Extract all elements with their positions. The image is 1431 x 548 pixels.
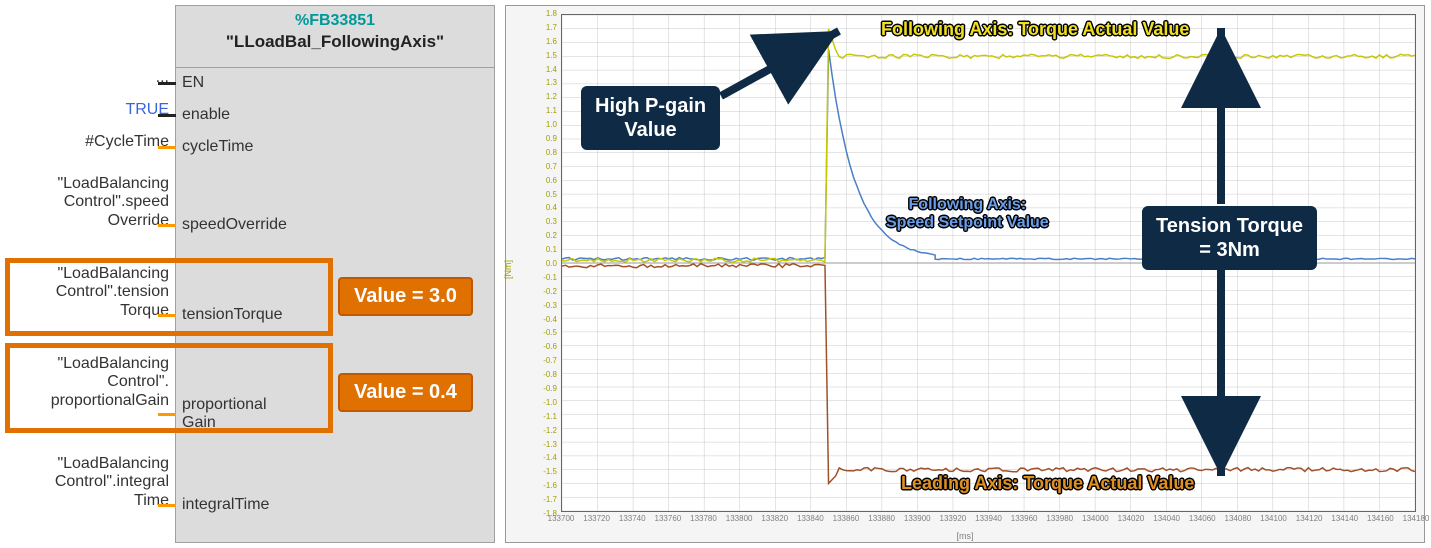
y-tick: 1.3 [546,79,557,87]
fb-header: %FB33851 "LLoadBal_FollowingAxis" [176,6,494,68]
y-tick: 0.7 [546,163,557,171]
x-tick: 133740 [619,514,646,523]
value-badge-0: Value = 3.0 [338,277,473,316]
y-tick: 0.5 [546,191,557,199]
x-tick: 133980 [1046,514,1073,523]
x-tick: 133880 [868,514,895,523]
y-tick: 0.6 [546,177,557,185]
y-tick: -1.7 [543,496,557,504]
y-tick: -0.7 [543,357,557,365]
fb-port-6: integralTime [176,496,269,514]
y-tick: 1.4 [546,66,557,74]
y-tick: -0.5 [543,329,557,337]
y-tick: 0.9 [546,135,557,143]
highlight-box-0 [5,258,333,336]
y-tick: -0.1 [543,274,557,282]
fb-port-label: speedOverride [182,216,287,234]
x-tick: 133860 [833,514,860,523]
y-tick: 1.1 [546,107,557,115]
value-badge-1: Value = 0.4 [338,373,473,412]
x-ticks: 1337001337201337401337601337801338001338… [561,514,1416,532]
fb-name: "LLoadBal_FollowingAxis" [176,32,494,52]
oscilloscope-panel: [Nm] -1.8-1.7-1.6-1.5-1.4-1.3-1.2-1.1-1.… [505,5,1425,543]
fb-port-label: cycleTime [182,138,253,156]
fb-port-label: EN [182,74,204,92]
x-tick: 134140 [1331,514,1358,523]
x-tick: 133940 [975,514,1002,523]
x-tick: 133820 [761,514,788,523]
y-tick: 1.6 [546,38,557,46]
y-tick: -1.0 [543,399,557,407]
x-tick: 134180 [1403,514,1430,523]
function-block-panel: ... TRUE #CycleTime "LoadBalancing Control"… [5,5,495,543]
y-tick: 0.1 [546,246,557,254]
x-tick: 134020 [1118,514,1145,523]
y-tick: -1.2 [543,427,557,435]
connector-stub-icon [158,504,176,507]
x-tick: 133900 [904,514,931,523]
y-tick: -1.5 [543,468,557,476]
y-tick: -0.2 [543,288,557,296]
x-tick: 134160 [1367,514,1394,523]
y-tick: 1.2 [546,93,557,101]
y-tick: 1.0 [546,121,557,129]
fb-source-2: #CycleTime [5,133,175,151]
y-tick: -1.6 [543,482,557,490]
fb-source-3: "LoadBalancing Control".speed Override [5,175,175,230]
x-tick: 133920 [940,514,967,523]
connector-stub-icon [158,82,176,85]
x-tick: 133840 [797,514,824,523]
highlight-box-1 [5,343,333,433]
x-tick: 134120 [1296,514,1323,523]
callout-tension: Tension Torque = 3Nm [1142,206,1317,270]
x-tick: 133780 [690,514,717,523]
fb-source-1: TRUE [5,101,175,119]
x-tick: 134000 [1082,514,1109,523]
y-tick: 1.7 [546,24,557,32]
y-tick: -1.4 [543,454,557,462]
y-tick: -0.9 [543,385,557,393]
x-tick: 133760 [655,514,682,523]
connector-stub-icon [158,224,176,227]
connector-stub-icon [158,114,176,117]
y-tick: -0.4 [543,316,557,324]
y-tick: 0.4 [546,204,557,212]
y-tick: -1.1 [543,413,557,421]
y-tick: -0.6 [543,343,557,351]
y-ticks: -1.8-1.7-1.6-1.5-1.4-1.3-1.2-1.1-1.0-0.9… [524,14,559,512]
x-axis-label: [ms] [957,531,974,541]
fb-port-3: speedOverride [176,216,287,234]
y-tick: -0.3 [543,302,557,310]
y-tick: -0.8 [543,371,557,379]
x-tick: 133700 [548,514,575,523]
y-tick: -1.3 [543,441,557,449]
fb-port-2: cycleTime [176,138,253,156]
x-tick: 134100 [1260,514,1287,523]
fb-id: %FB33851 [176,12,494,30]
y-tick: 0.0 [546,260,557,268]
y-axis-label: [Nm] [503,260,513,279]
x-tick: 133800 [726,514,753,523]
fb-port-1: enable [176,106,230,124]
fb-source-0: ... [5,69,175,87]
callout-pgain: High P-gain Value [581,86,720,150]
connector-stub-icon [158,146,176,149]
y-tick: 1.8 [546,10,557,18]
fb-port-label: enable [182,106,230,124]
fb-source-6: "LoadBalancing Control".integral Time [5,455,175,510]
fb-port-0: EN [176,74,204,92]
y-tick: 1.5 [546,52,557,60]
x-tick: 134060 [1189,514,1216,523]
fb-port-label: integralTime [182,496,269,514]
x-tick: 134080 [1225,514,1252,523]
y-tick: 0.2 [546,232,557,240]
x-tick: 133960 [1011,514,1038,523]
x-tick: 134040 [1153,514,1180,523]
x-tick: 133720 [583,514,610,523]
y-tick: 0.3 [546,218,557,226]
y-tick: 0.8 [546,149,557,157]
